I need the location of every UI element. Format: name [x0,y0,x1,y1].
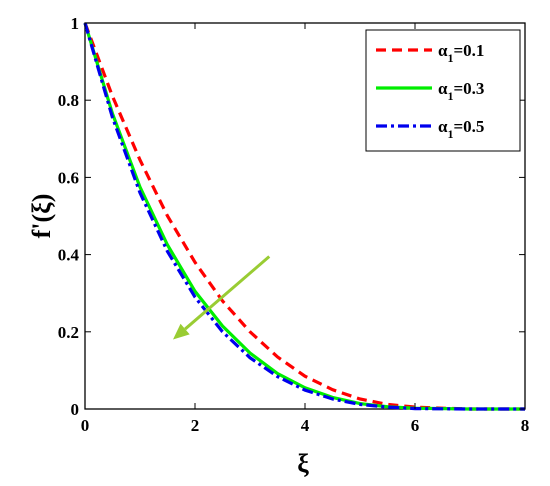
legend-box [365,29,521,152]
legend: α1=0.1α1=0.3α1=0.5 [365,29,521,152]
y-tick-label: 0.2 [58,323,79,342]
ticks-layer: 0 2 4 6 8 0 0.2 0.4 0.6 0.8 1 [58,14,530,435]
y-tick-label: 0.6 [58,168,79,187]
x-tick-label: 8 [521,416,530,435]
annotation-arrow-shaft [184,255,271,331]
legend-label-subscript: 1 [448,51,454,65]
x-tick-label: 0 [81,416,90,435]
legend-label-base: α [438,117,448,136]
annotation-arrow-head [173,323,190,340]
x-tick-label: 4 [301,416,310,435]
series-line-3 [83,22,525,411]
y-axis-title: f'(ξ) [27,194,56,239]
legend-label-subscript: 1 [448,127,454,141]
x-tick-label: 6 [411,416,420,435]
legend-label-1: α1=0.1 [438,41,484,65]
legend-label-2: α1=0.3 [438,79,484,103]
legend-label-base: α [438,79,448,98]
legend-label-value: =0.3 [454,79,485,98]
y-tick-label: 0 [71,400,80,419]
x-tick-label: 2 [191,416,200,435]
series-layer [83,22,525,411]
legend-label-value: =0.5 [454,117,485,136]
legend-label-3: α1=0.5 [438,117,484,141]
y-tick-label: 1 [71,14,80,33]
legend-label-base: α [438,41,448,60]
y-tick-label: 0.4 [58,246,80,265]
annotation-layer [173,255,271,340]
legend-label-subscript: 1 [448,89,454,103]
y-tick-label: 0.8 [58,91,79,110]
legend-label-value: =0.1 [454,41,485,60]
x-axis-title: ξ [297,449,309,478]
